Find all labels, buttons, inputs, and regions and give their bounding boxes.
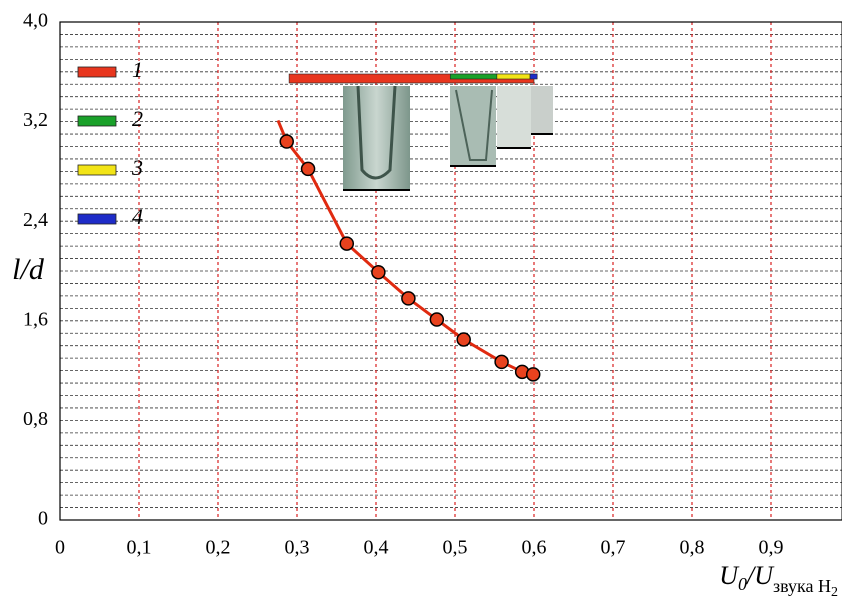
y-tick-label: 2,4 [23, 209, 48, 231]
x-tick-label: 0,1 [127, 537, 152, 559]
x-tick-label: 0,9 [759, 537, 784, 559]
x-label-part: звука H [773, 576, 831, 596]
range-bar [497, 74, 530, 79]
y-tick-label: 4,0 [23, 10, 48, 32]
data-point [457, 333, 470, 346]
x-tick-label: 0 [55, 537, 65, 559]
x-label-part: /U [745, 561, 775, 590]
legend-label: 3 [131, 155, 143, 180]
x-tick-label: 0,5 [443, 537, 468, 559]
chart: l/d U0/Uзвука H2 0 0,8 1,6 2,4 3,2 4,0 0 0,1 0,2… [0, 0, 842, 605]
y-tick-label: 0 [38, 508, 48, 530]
data-point [402, 292, 415, 305]
photo [343, 86, 410, 190]
x-label-part: 0 [738, 574, 747, 594]
data-point [495, 355, 508, 368]
photos [343, 86, 553, 190]
x-label-part: 2 [831, 585, 838, 600]
legend-swatch [78, 67, 116, 77]
legend-swatch [78, 116, 116, 126]
y-tick-label: 1,6 [23, 308, 48, 330]
x-tick-label: 0,2 [206, 537, 231, 559]
data-point [280, 135, 293, 148]
data-point [302, 162, 315, 175]
x-tick-label: 0,8 [680, 537, 705, 559]
x-axis-label: U0/Uзвука H2 [719, 561, 838, 600]
y-tick-label: 0,8 [23, 408, 48, 430]
data-point [430, 313, 443, 326]
legend-label: 2 [132, 106, 143, 131]
photo [497, 86, 531, 148]
legend-swatch [78, 165, 116, 175]
x-tick-label: 0,4 [364, 537, 389, 559]
legend-label: 1 [132, 57, 143, 82]
photo [531, 86, 553, 134]
x-tick-label: 0,6 [522, 537, 547, 559]
legend-label: 4 [132, 204, 143, 229]
x-tick-label: 0,7 [601, 537, 626, 559]
range-bar [530, 74, 537, 79]
data-point [340, 237, 353, 250]
y-tick-label: 3,2 [23, 109, 48, 131]
range-bar [450, 74, 497, 79]
data-point [372, 266, 385, 279]
data-point [527, 368, 540, 381]
y-axis-label: l/d [12, 253, 45, 286]
legend-swatch [78, 214, 116, 224]
x-tick-label: 0,3 [285, 537, 310, 559]
